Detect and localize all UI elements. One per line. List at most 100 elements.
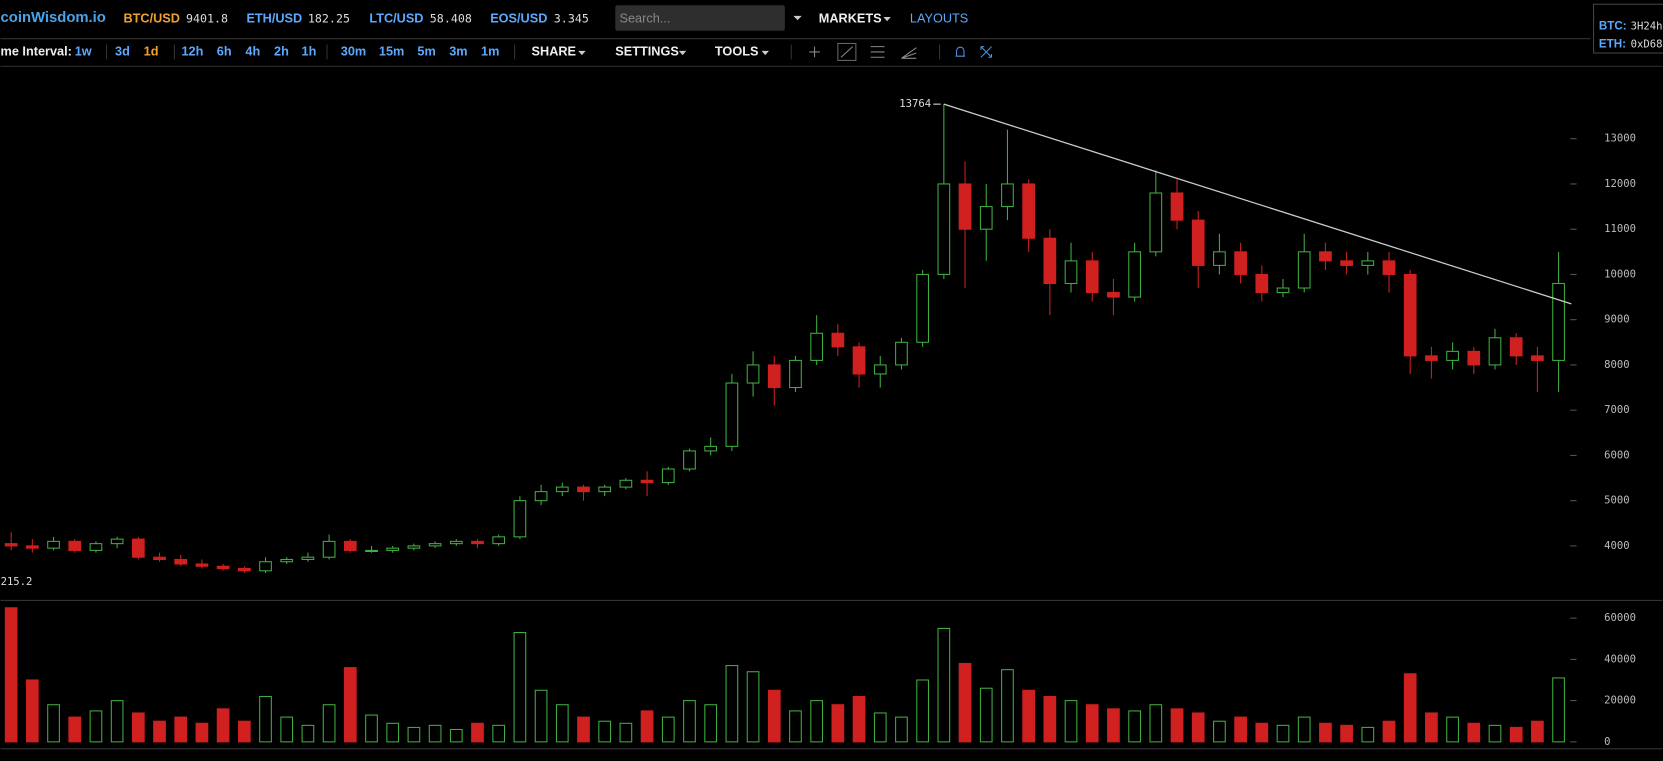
volume-bar (89, 710, 103, 743)
candle-body (640, 479, 654, 484)
candle-body (598, 486, 612, 493)
interval-button[interactable]: 1d (144, 43, 159, 58)
volume-bar (216, 708, 230, 743)
candle-body (1149, 192, 1163, 253)
volume-bar (619, 722, 633, 743)
y-tick-label: 13000 (1604, 133, 1636, 145)
candle-body (89, 543, 103, 551)
volume-bar (1170, 708, 1184, 743)
y-tick-label: 10000 (1604, 268, 1636, 280)
interval-button[interactable]: 3m (449, 43, 467, 58)
interval-button[interactable]: 1m (481, 43, 499, 58)
candle-body (1297, 251, 1311, 289)
volume-bar (958, 662, 972, 743)
candle-body (937, 183, 951, 275)
line-tool-box[interactable] (837, 42, 857, 61)
min-price-label: 3215.2 (0, 576, 32, 588)
candle-body (1191, 219, 1205, 266)
toolbar-menu[interactable]: SETTINGS (615, 43, 679, 58)
y-tick-label: 9000 (1604, 314, 1629, 326)
fib-icon[interactable] (901, 47, 917, 59)
interval-button[interactable]: 2h (274, 43, 289, 58)
candle-body (683, 450, 696, 470)
volume-bar (1276, 724, 1290, 743)
volume-bar (1531, 720, 1544, 743)
header-menu[interactable]: MARKETS (819, 10, 882, 25)
volume-bar (1446, 716, 1459, 743)
candle-body (661, 468, 675, 484)
candle-body (619, 479, 633, 488)
candle-body (513, 500, 527, 538)
candle-body (216, 565, 230, 570)
ticker-pair[interactable]: LTC/USD (369, 10, 423, 25)
candle-body (873, 364, 887, 375)
volume-bar (640, 710, 654, 743)
dropdown-arrow (578, 50, 586, 56)
candle-body (153, 556, 166, 561)
volume-bar (492, 724, 506, 743)
interval-button[interactable]: 4h (245, 43, 260, 58)
menu-icon[interactable] (870, 46, 885, 58)
ticker-pair[interactable]: BTC/USD (123, 10, 179, 25)
candle-body (1340, 260, 1353, 266)
ticker-price: 3.345 (554, 12, 589, 26)
candle-body (301, 556, 315, 561)
ticker-pair[interactable]: EOS/USD (490, 10, 547, 25)
candle-body (343, 540, 357, 551)
candle-body (979, 206, 993, 230)
candle-body (47, 540, 60, 549)
candle-body (131, 538, 145, 558)
crosshair-icon[interactable] (809, 46, 820, 58)
candle-body (1128, 251, 1141, 298)
max-price-label: 13764 (899, 98, 931, 110)
search-dropdown[interactable] (793, 15, 802, 21)
header-menu[interactable]: LAYOUTS (910, 10, 968, 25)
donate-value: 0xD68 (1631, 39, 1663, 51)
candle-body (1552, 282, 1565, 361)
volume-bar (577, 716, 590, 743)
alert-icon[interactable] (955, 46, 966, 57)
interval-button[interactable]: 3d (115, 43, 130, 58)
search-box[interactable] (615, 5, 785, 31)
interval-button[interactable]: 6h (217, 43, 232, 58)
interval-button[interactable]: 15m (379, 43, 404, 58)
candle-body (4, 543, 18, 547)
volume-bar (661, 716, 675, 743)
ticker-pair[interactable]: ETH/USD (246, 10, 302, 25)
dropdown-arrow (678, 50, 687, 56)
volume-bar (1191, 712, 1205, 743)
fullscreen-icon[interactable] (980, 46, 993, 58)
volume-bar (428, 724, 442, 743)
candle-body (365, 549, 378, 553)
candle-body (1509, 337, 1523, 357)
donate-label: ETH: (1599, 38, 1626, 51)
volume-bar (471, 722, 484, 743)
volume-bar (534, 689, 548, 743)
candle-body (1107, 292, 1120, 298)
interval-button[interactable]: 30m (341, 43, 366, 58)
candle-body (810, 332, 824, 361)
volume-bar (1022, 689, 1035, 743)
volume-tick-label: 40000 (1604, 653, 1636, 665)
interval-button[interactable]: 1w (75, 43, 92, 58)
interval-button[interactable]: 5m (417, 43, 435, 58)
volume-bar (895, 716, 908, 743)
candle-body (471, 540, 484, 545)
toolbar-menu[interactable]: TOOLS (715, 43, 759, 58)
toolbar-menu[interactable]: SHARE (532, 43, 576, 58)
candle-body (958, 183, 972, 230)
y-tick-label: 4000 (1604, 540, 1629, 552)
candle-body (852, 346, 866, 375)
volume-bar (725, 665, 739, 743)
candle-body (555, 486, 569, 493)
candle-body (1276, 287, 1290, 294)
volume-bar (47, 704, 60, 743)
interval-button[interactable]: 1h (302, 43, 317, 58)
candle-body (1213, 251, 1226, 266)
volume-bar (831, 704, 845, 743)
volume-bar (449, 728, 463, 743)
logo[interactable]: coinWisdom.io (1, 10, 106, 26)
interval-button[interactable]: 12h (181, 43, 203, 58)
volume-bar (174, 716, 188, 743)
volume-bar (1085, 704, 1099, 743)
